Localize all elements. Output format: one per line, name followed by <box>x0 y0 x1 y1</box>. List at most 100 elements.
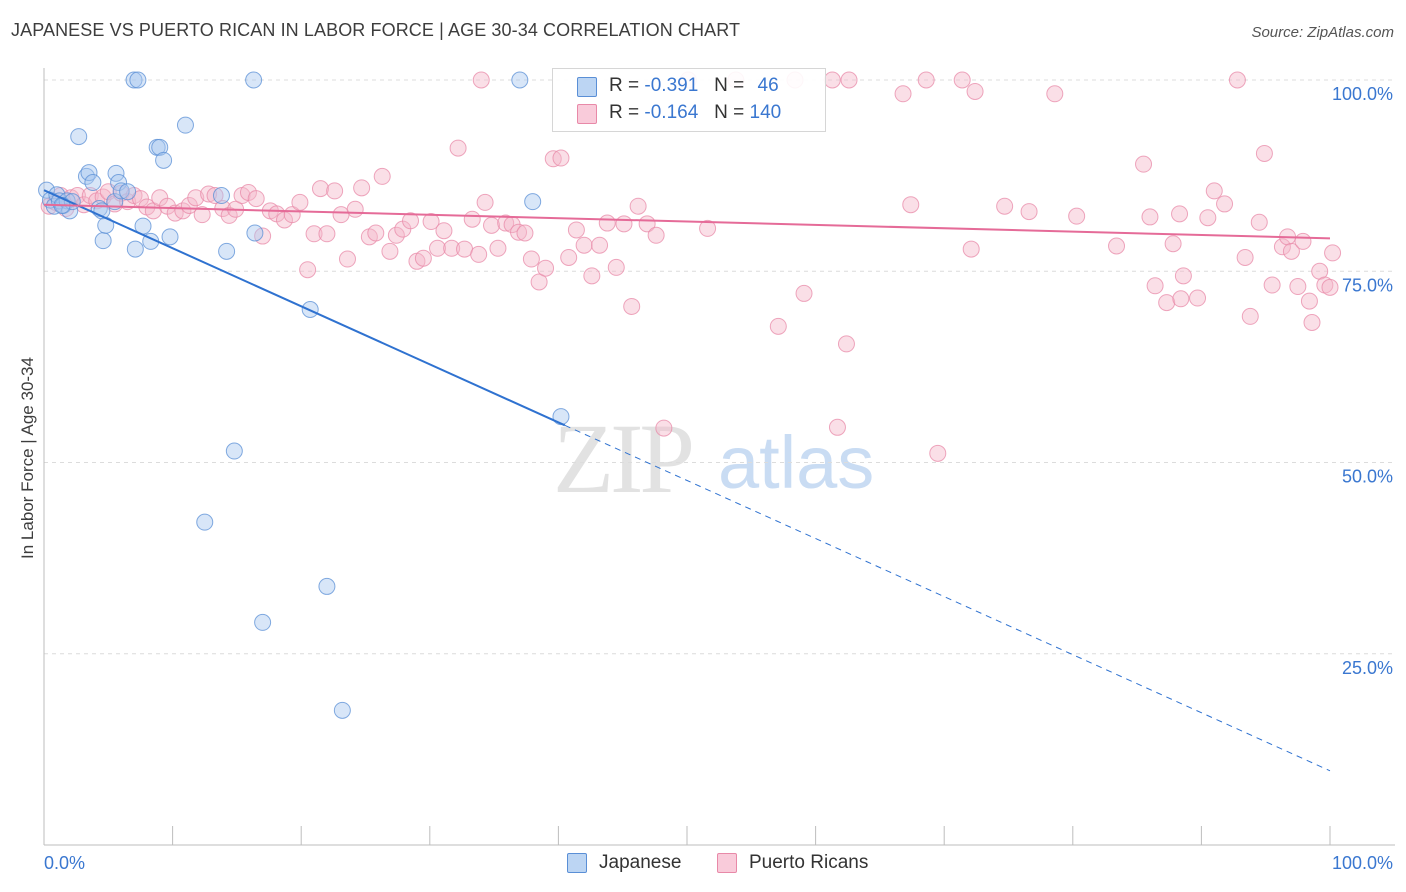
x-tick-label: 100.0% <box>1332 853 1393 873</box>
japanese-point <box>84 174 102 192</box>
japanese-point <box>151 138 169 156</box>
puerto-ricans-point <box>1273 238 1291 256</box>
japanese-point <box>125 71 143 89</box>
puerto-ricans-point <box>1228 71 1246 89</box>
puerto-ricans-point <box>387 226 405 244</box>
puerto-ricans-point <box>338 250 356 268</box>
legend-r-value-puerto-ricans: -0.164 <box>644 102 699 123</box>
puerto-ricans-point <box>429 239 447 257</box>
japanese-point <box>176 116 194 134</box>
x-tick-label: 0.0% <box>44 853 85 873</box>
watermark: ZIP atlas <box>553 403 874 514</box>
puerto-ricans-point <box>591 236 609 254</box>
legend-swatch-japanese <box>577 77 597 97</box>
puerto-ricans-point <box>828 418 846 436</box>
puerto-ricans-point <box>795 284 813 302</box>
japanese-point <box>318 577 336 595</box>
puerto-ricans-point <box>1146 277 1164 295</box>
legend-r-value-japanese: -0.391 <box>644 75 699 96</box>
puerto-ricans-point <box>510 223 528 241</box>
puerto-ricans-point <box>206 187 224 205</box>
puerto-ricans-point <box>346 200 364 218</box>
puerto-ricans-point <box>200 185 218 203</box>
puerto-ricans-point <box>629 197 647 215</box>
japanese-point <box>129 71 147 89</box>
puerto-ricans-point <box>353 179 371 197</box>
puerto-ricans-point <box>607 258 625 276</box>
puerto-ricans-point <box>187 189 205 207</box>
puerto-ricans-point <box>902 196 920 214</box>
puerto-ricans-point <box>318 225 336 243</box>
puerto-ricans-point <box>291 193 309 211</box>
watermark-zip: ZIP <box>553 403 691 514</box>
puerto-ricans-point <box>483 216 501 234</box>
puerto-ricans-point <box>823 71 841 89</box>
tick-labels: 100.0% 75.0% 50.0% 25.0% 0.0% 100.0% <box>44 84 1393 873</box>
puerto-ricans-point <box>472 71 490 89</box>
puerto-ricans-point <box>1282 242 1300 260</box>
puerto-ricans-point <box>332 206 350 224</box>
legend-n-value-puerto-ricans: 140 <box>749 102 782 123</box>
puerto-ricans-point <box>840 71 858 89</box>
japanese-point <box>552 408 570 426</box>
puerto-ricans-point <box>1300 292 1318 310</box>
puerto-ricans-point <box>522 250 540 268</box>
puerto-ricans-point <box>1189 289 1207 307</box>
japanese-point <box>94 232 112 250</box>
puerto-ricans-point <box>1216 195 1234 213</box>
puerto-ricans-point <box>996 197 1014 215</box>
puerto-ricans-point <box>326 182 344 200</box>
japanese-point <box>126 240 144 258</box>
puerto-ricans-point <box>962 240 980 258</box>
puerto-ricans-point <box>414 249 432 267</box>
puerto-ricans-point <box>1172 290 1190 308</box>
y-tick-label: 75.0% <box>1342 275 1393 295</box>
puerto-ricans-point <box>537 259 555 277</box>
japanese-point <box>212 187 230 205</box>
puerto-ricans-point <box>299 261 317 279</box>
puerto-ricans-point <box>119 193 137 211</box>
puerto-ricans-point <box>560 248 578 266</box>
legend-text-puerto-ricans: R = -0.164 N = 140 <box>609 102 781 124</box>
puerto-ricans-point <box>311 180 329 198</box>
trend-lines <box>43 189 1331 772</box>
puerto-ricans-point <box>422 213 440 231</box>
puerto-ricans-point <box>497 214 515 232</box>
japanese-trend-line <box>43 189 566 427</box>
puerto-ricans-point <box>1321 278 1339 296</box>
puerto-ricans-point <box>381 242 399 260</box>
legend-n-label: N = <box>714 75 745 96</box>
puerto-ricans-point <box>1068 207 1086 225</box>
puerto-ricans-point <box>1141 208 1159 226</box>
japanese-point <box>80 164 98 182</box>
bottom-legend-swatch-puerto-ricans <box>717 853 737 873</box>
japanese-points <box>38 71 570 719</box>
bottom-legend-swatch-japanese <box>567 853 587 873</box>
japanese-point <box>225 442 243 460</box>
puerto-ricans-point <box>470 245 488 263</box>
puerto-ricans-point <box>463 210 481 228</box>
puerto-ricans-point <box>837 335 855 353</box>
puerto-ricans-point <box>1158 294 1176 312</box>
japanese-point <box>246 224 264 242</box>
puerto-ricans-point <box>193 206 211 224</box>
source-label: Source: ZipAtlas.com <box>1251 24 1394 41</box>
puerto-ricans-point <box>583 267 601 285</box>
puerto-ricans-point <box>1171 205 1189 223</box>
puerto-ricans-point <box>917 71 935 89</box>
japanese-point <box>245 71 263 89</box>
puerto-ricans-point <box>1255 144 1273 162</box>
puerto-ricans-point <box>1236 248 1254 266</box>
puerto-ricans-point <box>449 139 467 157</box>
puerto-ricans-point <box>516 224 534 242</box>
puerto-ricans-point <box>489 239 507 257</box>
puerto-ricans-point <box>552 149 570 167</box>
grid <box>44 79 1395 655</box>
puerto-ricans-point <box>655 419 673 437</box>
puerto-ricans-trend-line <box>43 203 1331 240</box>
legend-n-value-japanese: 46 <box>757 75 779 96</box>
y-tick-label: 25.0% <box>1342 658 1393 678</box>
puerto-ricans-point <box>443 239 461 257</box>
puerto-ricans-point <box>1294 232 1312 250</box>
